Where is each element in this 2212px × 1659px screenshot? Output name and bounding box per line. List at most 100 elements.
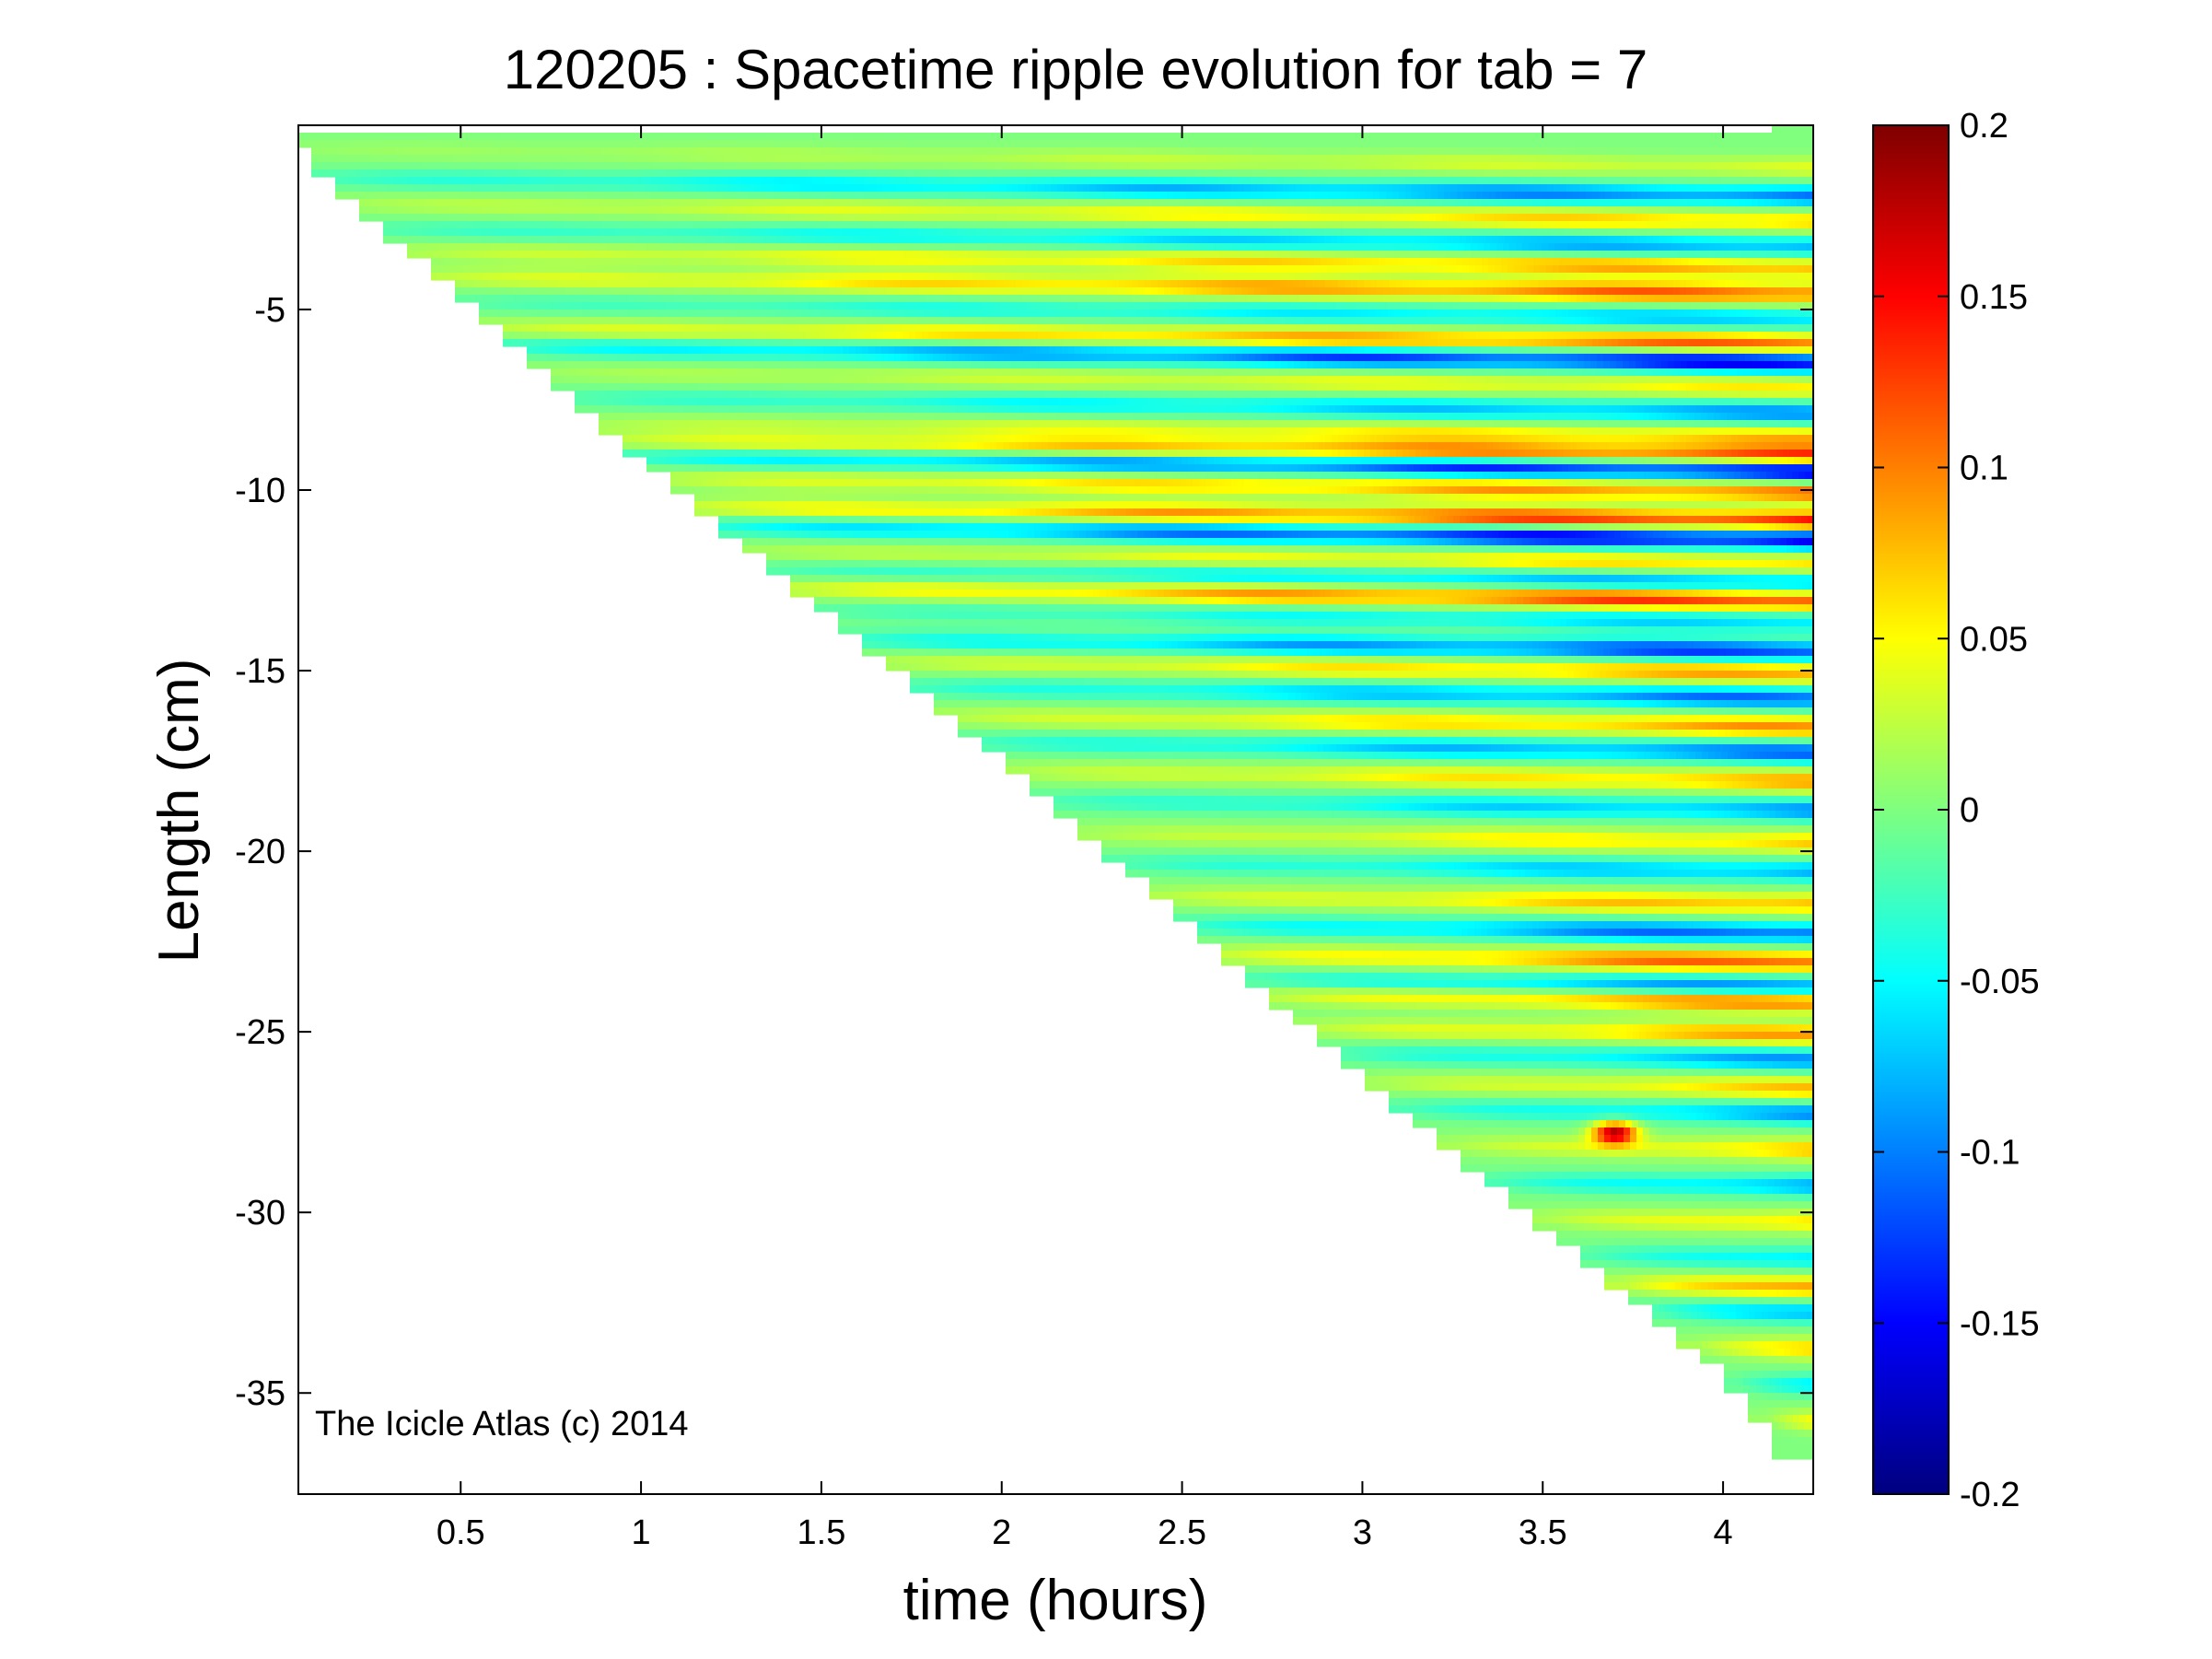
heatmap-cell [954, 184, 961, 193]
heatmap-cell [982, 162, 989, 170]
heatmap-cell [1343, 162, 1350, 170]
heatmap-cell [1768, 147, 1775, 156]
heatmap-cell [1700, 214, 1707, 222]
heatmap-cell [694, 199, 702, 207]
heatmap-cell [1755, 147, 1763, 156]
heatmap-cell [1499, 287, 1507, 296]
heatmap-cell [1149, 169, 1157, 178]
heatmap-cell [1380, 251, 1388, 259]
heatmap-cell [1292, 221, 1299, 229]
heatmap-cell [1019, 251, 1027, 259]
heatmap-cell [670, 177, 678, 185]
heatmap-cell [1130, 147, 1137, 156]
heatmap-cell [1300, 206, 1308, 215]
heatmap-cell [839, 243, 846, 251]
heatmap-cell [1730, 221, 1738, 229]
heatmap-cell [986, 184, 994, 193]
heatmap-cell [638, 192, 646, 200]
heatmap-cell [461, 295, 469, 303]
heatmap-cell [1140, 273, 1147, 281]
heatmap-cell [331, 162, 338, 170]
heatmap-cell [1807, 169, 1813, 178]
heatmap-cell [1732, 214, 1740, 222]
heatmap-cell [505, 140, 512, 148]
heatmap-cell [1496, 192, 1503, 200]
heatmap-cell [1333, 206, 1340, 215]
heatmap-cell [788, 140, 796, 148]
heatmap-cell [1191, 206, 1198, 215]
heatmap-cell [1374, 251, 1381, 259]
heatmap-cell [901, 199, 908, 207]
heatmap-cell [612, 177, 620, 185]
heatmap-cell [879, 236, 887, 244]
heatmap-cell [745, 287, 752, 296]
heatmap-cell [1595, 228, 1602, 237]
heatmap-cell [1484, 169, 1492, 178]
heatmap-cell [827, 140, 834, 148]
heatmap-cell [1339, 206, 1346, 215]
heatmap-cell [1465, 155, 1473, 163]
heatmap-cell [1688, 258, 1695, 266]
heatmap-cell [1321, 192, 1329, 200]
heatmap-cell [840, 133, 847, 141]
heatmap-cell [761, 177, 768, 185]
heatmap-cell [1372, 258, 1380, 266]
heatmap-cell [832, 251, 840, 259]
heatmap-cell [692, 155, 699, 163]
heatmap-cell [485, 147, 493, 156]
heatmap-cell [1717, 147, 1724, 156]
heatmap-cell [1349, 169, 1356, 178]
heatmap-cell [1444, 184, 1451, 193]
heatmap-cell [1547, 184, 1554, 193]
heatmap-cell [999, 192, 1007, 200]
heatmap-cell [1619, 251, 1626, 259]
heatmap-cell [1136, 162, 1144, 170]
heatmap-cell [1431, 177, 1438, 185]
heatmap-cell [1448, 287, 1455, 296]
heatmap-cell [544, 228, 552, 237]
heatmap-cell [472, 140, 480, 148]
heatmap-cell [1105, 221, 1112, 229]
heatmap-cell [311, 162, 319, 170]
heatmap-cell [782, 155, 789, 163]
heatmap-cell [1154, 177, 1161, 185]
heatmap-cell [1701, 265, 1708, 274]
heatmap-cell [611, 273, 619, 281]
heatmap-cell [930, 162, 937, 170]
heatmap-cell [1572, 273, 1579, 281]
heatmap-cell [493, 221, 500, 229]
heatmap-cell [1590, 206, 1598, 215]
heatmap-cell [983, 228, 990, 237]
heatmap-cell [1492, 236, 1499, 244]
heatmap-cell [355, 177, 362, 185]
heatmap-cell [588, 251, 595, 259]
heatmap-cell [775, 133, 783, 141]
heatmap-cell [1407, 169, 1415, 178]
heatmap-cell [1072, 169, 1079, 178]
heatmap-cell [658, 177, 665, 185]
heatmap-cell [1790, 199, 1798, 207]
heatmap-cell [1007, 147, 1015, 156]
heatmap-cell [1474, 214, 1482, 222]
heatmap-cell [716, 251, 724, 259]
heatmap-cell [570, 228, 577, 237]
heatmap-cell [806, 177, 813, 185]
heatmap-cell [1779, 184, 1787, 193]
heatmap-cell [794, 243, 801, 251]
heatmap-cell [995, 236, 1003, 244]
heatmap-cell [624, 265, 632, 274]
heatmap-cell [925, 228, 932, 237]
heatmap-cell [363, 162, 370, 170]
heatmap-cell [1597, 214, 1604, 222]
heatmap-cell [517, 243, 524, 251]
heatmap-cell [886, 236, 893, 244]
heatmap-cell [894, 214, 902, 222]
heatmap-cell [1219, 251, 1227, 259]
heatmap-cell [1279, 236, 1286, 244]
heatmap-cell [1479, 236, 1486, 244]
heatmap-cell [1201, 162, 1208, 170]
heatmap-cell [809, 287, 817, 296]
heatmap-cell [1755, 133, 1763, 141]
heatmap-cell [1739, 214, 1746, 222]
heatmap-cell [796, 221, 803, 229]
